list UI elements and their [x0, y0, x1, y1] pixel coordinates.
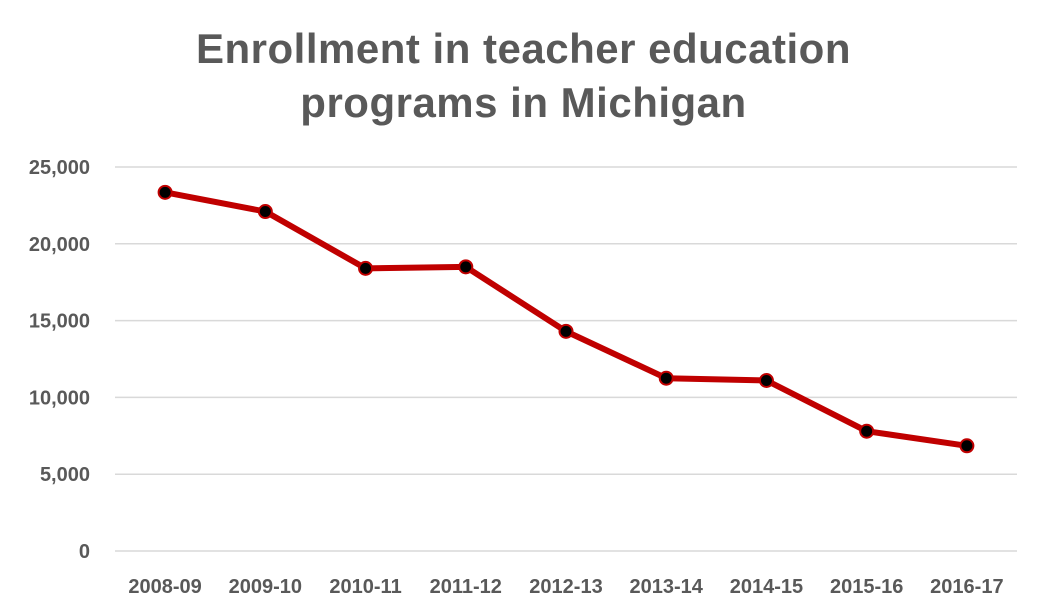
y-tick-label: 15,000: [29, 311, 90, 333]
x-tick-label: 2011-12: [430, 576, 502, 598]
x-tick-label: 2013-14: [630, 576, 704, 598]
x-axis-tick-labels: 2008-09 2009-10 2010-11 2011-12 2012-13 2013-…: [128, 576, 1003, 598]
data-point: [859, 423, 875, 439]
data-point: [358, 260, 374, 276]
data-point: [458, 259, 474, 275]
data-point: [157, 184, 173, 200]
x-tick-label: 2016-17: [930, 576, 1003, 598]
chart-title: Enrollment in teacher education programs…: [0, 22, 1047, 130]
x-tick-label: 2010-11: [329, 576, 401, 598]
data-point: [758, 373, 774, 389]
x-tick-label: 2008-09: [128, 576, 201, 598]
x-tick-label: 2009-10: [229, 576, 302, 598]
data-point: [959, 438, 975, 454]
y-axis-tick-labels: 0 5,000 10,000 15,000 20,000 25,000: [29, 157, 90, 563]
x-tick-label: 2014-15: [730, 576, 803, 598]
y-tick-label: 25,000: [29, 157, 90, 179]
data-point: [658, 370, 674, 386]
data-point: [257, 204, 273, 220]
chart-title-line-1: Enrollment in teacher education: [196, 25, 851, 72]
series-enrollment: [157, 184, 975, 454]
gridlines: [115, 166, 1017, 552]
x-tick-label: 2015-16: [830, 576, 903, 598]
y-tick-label: 10,000: [29, 387, 90, 409]
x-tick-label: 2012-13: [529, 576, 602, 598]
data-point: [558, 323, 574, 339]
series-line: [162, 189, 970, 449]
y-tick-label: 0: [79, 541, 90, 563]
chart-title-line-2: programs in Michigan: [300, 79, 747, 126]
y-tick-label: 5,000: [40, 464, 90, 486]
y-tick-label: 20,000: [29, 234, 90, 256]
